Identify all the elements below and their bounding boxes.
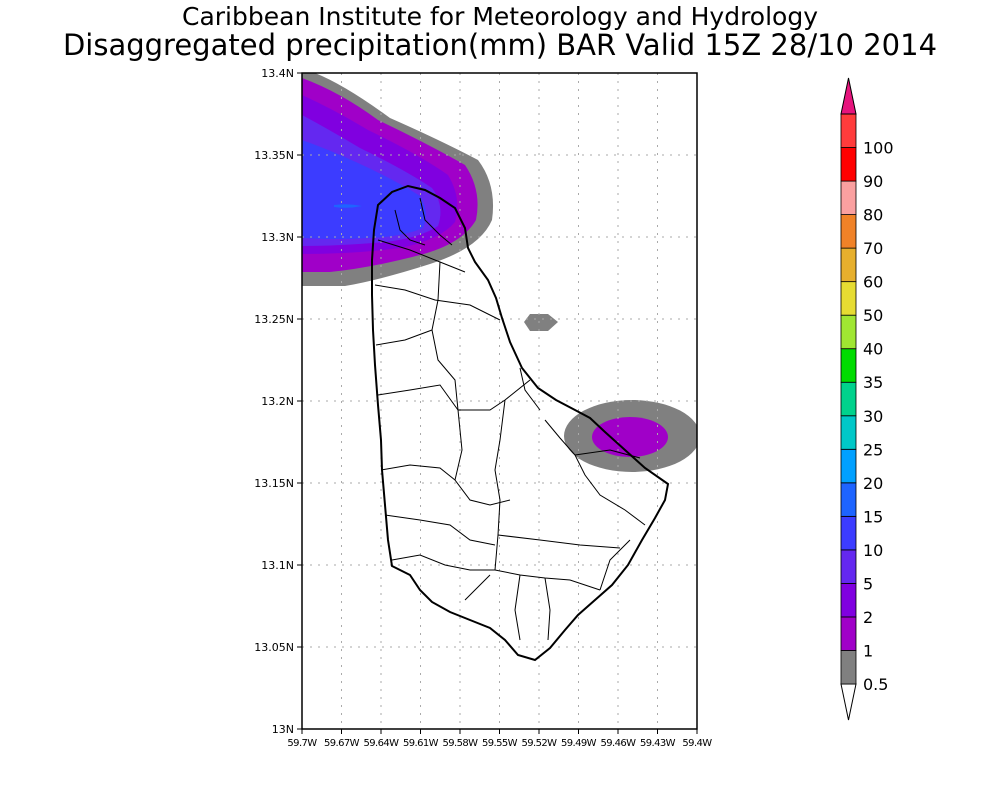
lat-label: 13N [272,723,294,736]
lon-label: 59.64W [364,738,400,749]
legend-label: 90 [863,172,883,191]
title-line-1: Caribbean Institute for Meteorology and … [182,2,818,31]
legend-label: 25 [863,440,883,459]
legend-label: 80 [863,206,883,225]
lon-label: 59.58W [443,738,479,749]
rain-area-nw-10mm [302,140,426,239]
legend-swatch [840,616,857,651]
legend-swatch [840,180,857,215]
longitude-labels: 59.7W 59.67W 59.64W 59.61W 59.58W 59.55W… [287,738,712,749]
axis-ticks [297,72,698,734]
legend-under-triangle [840,683,857,721]
legend-swatch [840,583,857,618]
lon-label: 59.61W [403,738,439,749]
legend-label: 70 [863,239,883,258]
legend-label: 1 [863,641,873,660]
lon-label: 59.43W [640,738,676,749]
legend-label: 0.5 [863,675,888,694]
lon-label: 59.49W [561,738,597,749]
parish-boundaries [374,197,646,641]
lon-label: 59.52W [522,738,558,749]
latitude-labels: 13.4N 13.35N 13.3N 13.25N 13.2N 13.15N 1… [254,67,294,736]
legend-label: 5 [863,574,873,593]
legend-label: 50 [863,306,883,325]
rain-area-east-1mm [592,417,668,457]
legend-swatch [840,147,857,182]
precipitation-field [302,73,697,472]
lon-label: 59.4W [682,738,712,749]
legend-label: 35 [863,373,883,392]
legend-swatch [840,549,857,584]
lat-label: 13.3N [261,231,294,244]
legend-over-triangle [840,77,857,115]
legend-label: 100 [863,139,894,158]
lat-label: 13.15N [254,477,294,490]
legend-swatch [840,281,857,316]
rain-area-nw-15mm [334,204,362,208]
legend-swatch [840,247,857,283]
legend-swatch [840,348,857,383]
legend-label: 10 [863,541,883,560]
lat-label: 13.05N [254,641,294,654]
legend-label: 20 [863,474,883,493]
legend-swatch [840,515,857,551]
title-line-2: Disaggregated precipitation(mm) BAR Vali… [62,28,938,62]
legend-swatch [840,314,857,350]
lon-label: 59.46W [601,738,637,749]
legend-label: 60 [863,273,883,292]
lat-label: 13.35N [254,149,294,162]
barbados-coastline [371,184,670,662]
lat-label: 13.4N [261,67,294,80]
legend-label: 15 [863,507,883,526]
legend-swatch [840,113,857,148]
legend-swatch [840,650,857,685]
legend-swatch [840,415,857,450]
lon-label: 59.67W [324,738,360,749]
legend-label: 30 [863,407,883,426]
lat-label: 13.25N [254,313,294,326]
rain-area-central-0.5mm [524,314,558,331]
map-grid [302,73,697,729]
lon-label: 59.55W [482,738,518,749]
legend-label: 2 [863,608,873,627]
lon-label: 59.7W [287,738,317,749]
lat-label: 13.1N [261,559,294,572]
legend-swatch [840,482,857,517]
legend-label: 40 [863,340,883,359]
lat-label: 13.2N [261,395,294,408]
legend-swatch [840,381,857,417]
legend-swatch [840,448,857,484]
legend-swatch [840,214,857,249]
